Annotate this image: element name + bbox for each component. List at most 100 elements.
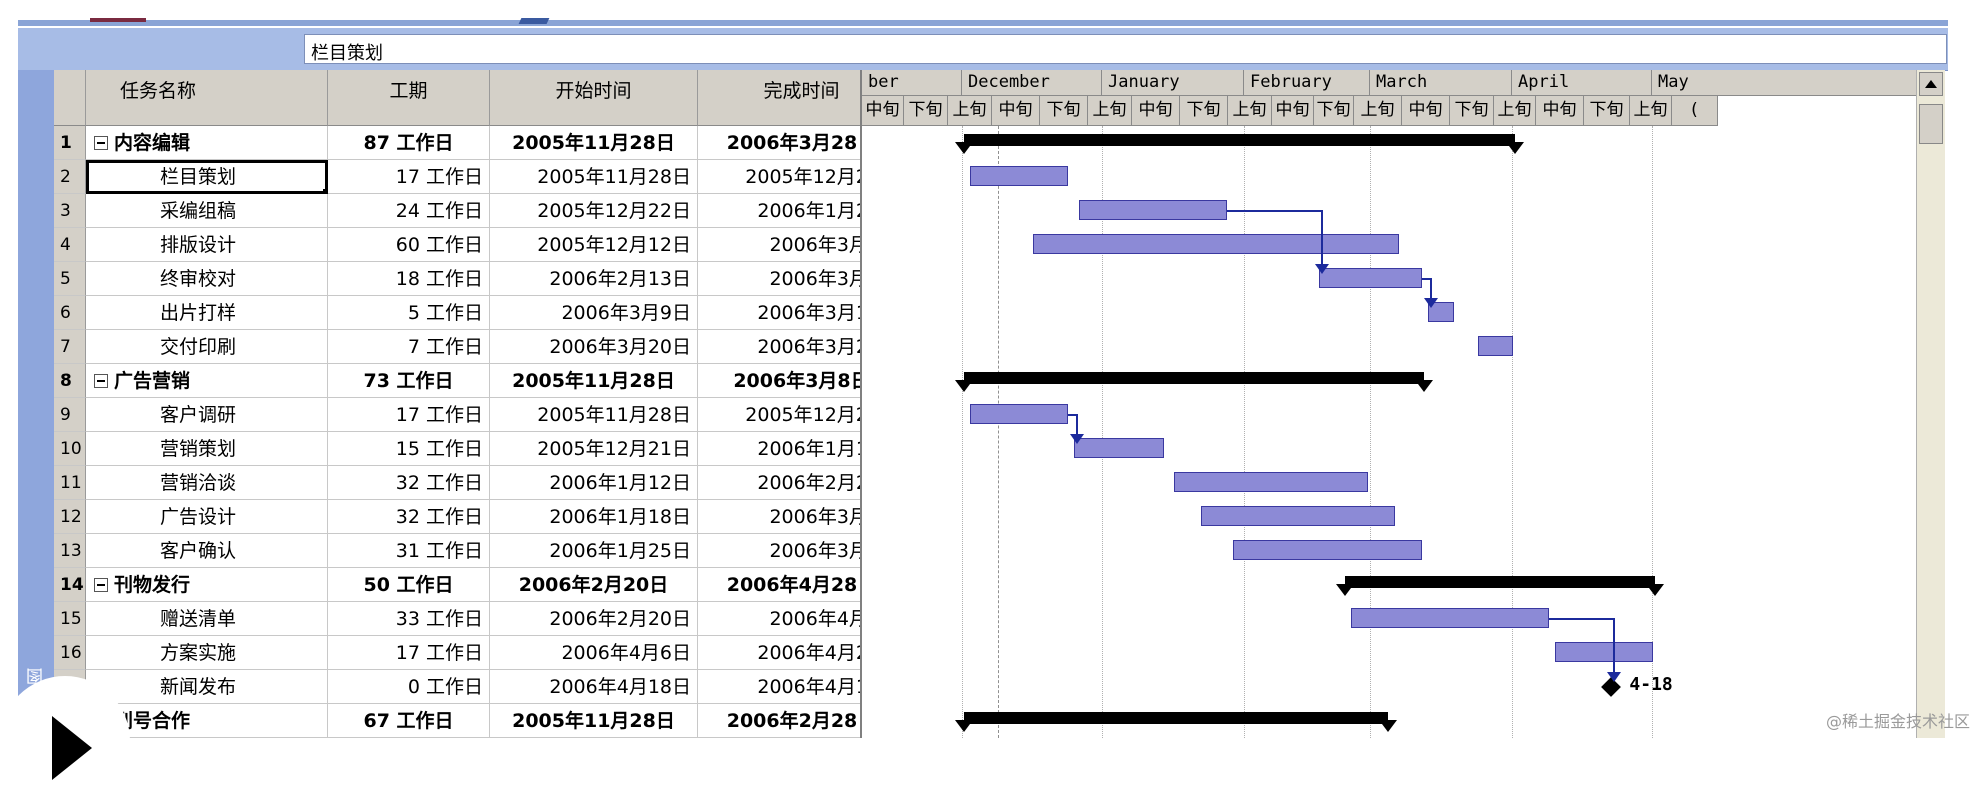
timescale-period[interactable]: 中旬 xyxy=(862,96,904,126)
table-row[interactable]: 13 客户确认 31 工作日 2006年1月25日 2006年3月8日 xyxy=(54,534,906,568)
task-start-cell[interactable]: 2005年12月22日 xyxy=(490,194,698,228)
task-name-cell[interactable]: 排版设计 xyxy=(86,228,328,262)
task-duration-cell[interactable]: 17 工作日 xyxy=(328,160,490,194)
task-duration-cell[interactable]: 60 工作日 xyxy=(328,228,490,262)
task-name-cell[interactable]: 新闻发布 xyxy=(86,670,328,704)
task-bar[interactable] xyxy=(1078,200,1228,220)
task-bar[interactable] xyxy=(1033,234,1400,254)
summary-bar[interactable] xyxy=(1335,576,1665,596)
task-bar[interactable] xyxy=(1174,472,1368,492)
task-duration-cell[interactable]: 73 工作日 xyxy=(328,364,490,398)
row-number[interactable]: 14 xyxy=(54,568,86,602)
task-duration-cell[interactable]: 15 工作日 xyxy=(328,432,490,466)
task-duration-cell[interactable]: 50 工作日 xyxy=(328,568,490,602)
table-row[interactable]: 16 方案实施 17 工作日 2006年4月6日 2006年4月28日 xyxy=(54,636,906,670)
timescale-period[interactable]: 中旬 xyxy=(992,96,1040,126)
row-number[interactable]: 1 xyxy=(54,126,86,160)
task-start-cell[interactable]: 2006年1月25日 xyxy=(490,534,698,568)
task-name-cell[interactable]: 方案实施 xyxy=(86,636,328,670)
row-number[interactable]: 15 xyxy=(54,602,86,636)
row-header-corner[interactable] xyxy=(54,70,86,126)
table-row[interactable]: 9 客户调研 17 工作日 2005年11月28日 2005年12月20日 xyxy=(54,398,906,432)
task-start-cell[interactable]: 2005年12月21日 xyxy=(490,432,698,466)
task-start-cell[interactable]: 2006年2月13日 xyxy=(490,262,698,296)
task-start-cell[interactable]: 2005年11月28日 xyxy=(490,704,698,738)
task-bar[interactable] xyxy=(1319,268,1423,288)
summary-bar[interactable] xyxy=(954,372,1434,392)
timescale-period[interactable]: 下旬 xyxy=(1584,96,1630,126)
table-row[interactable]: 6 出片打样 5 工作日 2006年3月9日 2006年3月15日 xyxy=(54,296,906,330)
task-start-cell[interactable]: 2006年2月20日 xyxy=(490,568,698,602)
task-name-cell[interactable]: 广告营销 xyxy=(86,364,328,398)
row-number[interactable]: 13 xyxy=(54,534,86,568)
row-number[interactable]: 5 xyxy=(54,262,86,296)
task-bar[interactable] xyxy=(1074,438,1164,458)
task-bar[interactable] xyxy=(1350,608,1549,628)
task-start-cell[interactable]: 2005年11月28日 xyxy=(490,160,698,194)
task-duration-cell[interactable]: 7 工作日 xyxy=(328,330,490,364)
row-number[interactable]: 8 xyxy=(54,364,86,398)
task-start-cell[interactable]: 2006年1月12日 xyxy=(490,466,698,500)
timescale-period[interactable]: 下旬 xyxy=(1180,96,1228,126)
task-start-cell[interactable]: 2006年3月20日 xyxy=(490,330,698,364)
task-start-cell[interactable]: 2005年11月28日 xyxy=(490,126,698,160)
timescale-period[interactable]: 中旬 xyxy=(1536,96,1584,126)
task-name-cell[interactable]: 出片打样 xyxy=(86,296,328,330)
row-number[interactable]: 6 xyxy=(54,296,86,330)
scroll-thumb[interactable] xyxy=(1919,104,1943,144)
task-duration-cell[interactable]: 24 工作日 xyxy=(328,194,490,228)
timescale-period[interactable]: 上旬 xyxy=(1494,96,1536,126)
task-bar[interactable] xyxy=(1201,506,1395,526)
timescale-month[interactable]: April xyxy=(1512,70,1652,96)
task-name-cell[interactable]: 赠送清单 xyxy=(86,602,328,636)
summary-bar[interactable] xyxy=(955,134,1524,154)
collapse-icon[interactable] xyxy=(94,578,108,592)
scroll-up-arrow-icon[interactable] xyxy=(1919,72,1943,96)
timescale-period[interactable]: 中旬 xyxy=(1272,96,1314,126)
table-row[interactable]: 8 广告营销 73 工作日 2005年11月28日 2006年3月8日 xyxy=(54,364,906,398)
timescale-period[interactable]: ( xyxy=(1672,96,1718,126)
table-row[interactable]: 1 内容编辑 87 工作日 2005年11月28日 2006年3月28日 xyxy=(54,126,906,160)
vertical-scrollbar[interactable] xyxy=(1916,70,1945,738)
timescale-period[interactable]: 上旬 xyxy=(948,96,992,126)
task-duration-cell[interactable]: 33 工作日 xyxy=(328,602,490,636)
task-start-cell[interactable]: 2006年1月18日 xyxy=(490,500,698,534)
row-number[interactable]: 9 xyxy=(54,398,86,432)
column-header-duration[interactable]: 工期 xyxy=(328,70,490,126)
collapse-icon[interactable] xyxy=(94,136,108,150)
task-bar[interactable] xyxy=(970,404,1069,424)
table-row[interactable]: 2 栏目策划 17 工作日 2005年11月28日 2005年12月20日 xyxy=(54,160,906,194)
task-start-cell[interactable]: 2005年12月12日 xyxy=(490,228,698,262)
view-bar[interactable]: 甘特图 xyxy=(18,70,54,738)
row-number[interactable]: 10 xyxy=(54,432,86,466)
timescale-month[interactable]: February xyxy=(1244,70,1370,96)
row-number[interactable]: 11 xyxy=(54,466,86,500)
column-header-name[interactable]: 任务名称 xyxy=(86,70,328,126)
task-name-cell[interactable]: 营销洽谈 xyxy=(86,466,328,500)
summary-bar[interactable] xyxy=(955,712,1397,732)
task-duration-cell[interactable]: 32 工作日 xyxy=(328,466,490,500)
task-name-cell[interactable]: 交付印刷 xyxy=(86,330,328,364)
task-duration-cell[interactable]: 17 工作日 xyxy=(328,636,490,670)
table-row[interactable]: 10 营销策划 15 工作日 2005年12月21日 2006年1月10日 xyxy=(54,432,906,466)
timescale-month[interactable]: January xyxy=(1102,70,1244,96)
task-start-cell[interactable]: 2006年3月9日 xyxy=(490,296,698,330)
entry-field[interactable]: 栏目策划 xyxy=(304,34,1947,64)
timescale-period[interactable]: 下旬 xyxy=(904,96,948,126)
task-name-cell[interactable]: 广告设计 xyxy=(86,500,328,534)
task-name-cell[interactable]: 采编组稿 xyxy=(86,194,328,228)
task-bar[interactable] xyxy=(1555,642,1654,662)
task-name-cell[interactable]: 内容编辑 xyxy=(86,126,328,160)
task-duration-cell[interactable]: 87 工作日 xyxy=(328,126,490,160)
timescale-period[interactable]: 上旬 xyxy=(1630,96,1672,126)
task-bar[interactable] xyxy=(1477,336,1513,356)
timescale-period[interactable]: 下旬 xyxy=(1314,96,1354,126)
table-row[interactable]: 7 交付印刷 7 工作日 2006年3月20日 2006年3月28日 xyxy=(54,330,906,364)
timescale-period[interactable]: 下旬 xyxy=(1450,96,1494,126)
timescale-period[interactable]: 上旬 xyxy=(1228,96,1272,126)
timescale-period[interactable]: 上旬 xyxy=(1354,96,1402,126)
task-name-cell[interactable]: 刊物发行 xyxy=(86,568,328,602)
row-number[interactable]: 16 xyxy=(54,636,86,670)
task-bar[interactable] xyxy=(1233,540,1423,560)
